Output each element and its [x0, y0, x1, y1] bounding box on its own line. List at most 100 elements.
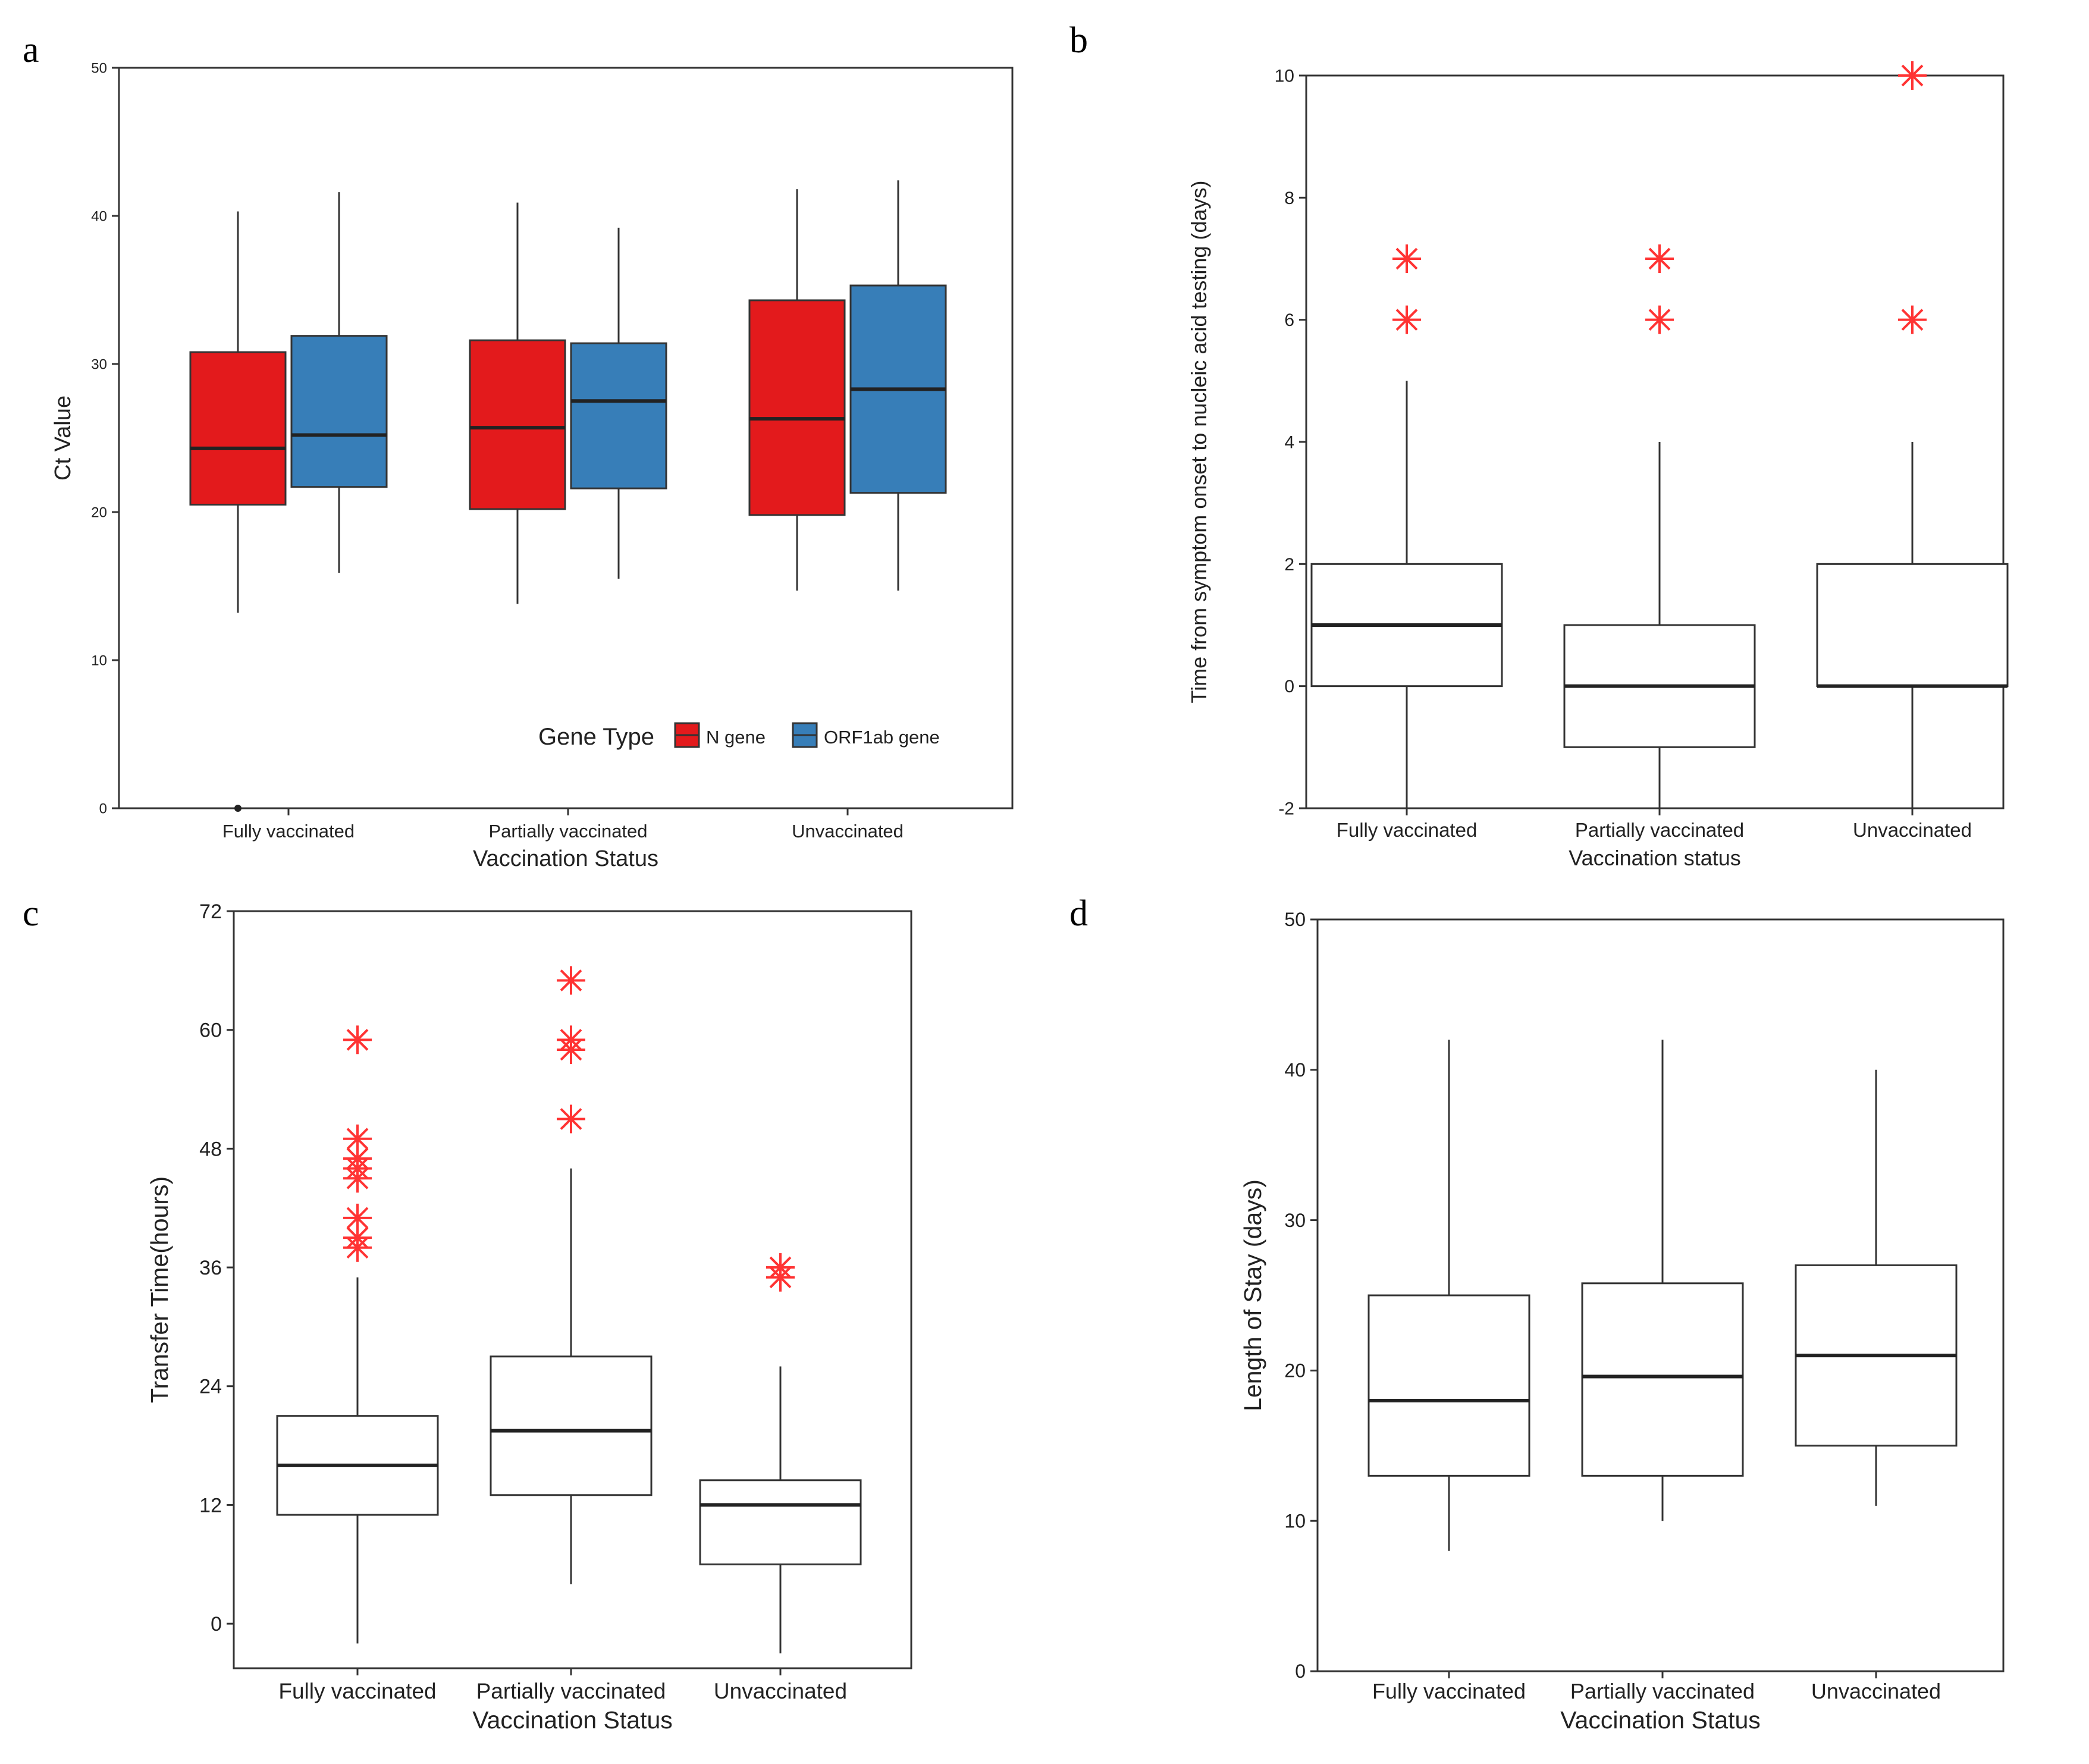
x-tick-label: Unvaccinated — [714, 1679, 847, 1703]
outlier-marker — [1898, 305, 1927, 334]
x-tick-label: Partially vaccinated — [488, 821, 647, 842]
y-tick-label: 0 — [1295, 1661, 1306, 1682]
y-tick-label: 20 — [1284, 1360, 1306, 1382]
y-tick-label: 4 — [1284, 433, 1294, 453]
y-tick-label: 24 — [199, 1376, 222, 1398]
plot-frame — [233, 910, 912, 1669]
panel-letter-c: c — [23, 893, 39, 934]
panel-d: d 0 10 20 30 40 50 Fully vaccinated Partially v… — [1069, 893, 2005, 1734]
box-3 — [1795, 1069, 1958, 1506]
y-tick-label: 6 — [1284, 310, 1294, 330]
y-axis-title: Transfer Time(hours) — [146, 1176, 173, 1403]
panel-c: c 0 12 24 36 48 60 72 Fully vaccinated Partially… — [23, 893, 912, 1734]
y-tick-label: 30 — [91, 356, 107, 372]
box-2 — [1563, 244, 1756, 808]
plot-frame — [1316, 918, 2005, 1672]
outlier-marker — [557, 966, 585, 995]
x-tick-label: Fully vaccinated — [278, 1679, 436, 1703]
box-orf1ab-gene-2 — [570, 227, 667, 579]
box-iqr — [570, 342, 667, 489]
outlier-marker-stroke — [346, 1147, 369, 1170]
box-n-gene-2 — [469, 202, 566, 604]
y-axis-title: Ct Value — [51, 396, 76, 481]
panel-letter-b: b — [1069, 20, 1088, 61]
box-iqr — [1367, 1294, 1530, 1477]
y-tick-label: 50 — [1284, 909, 1306, 930]
panel-a: a 0 10 20 30 40 50 Fully vaccinated Partially v… — [23, 30, 1014, 871]
y-tick-label: 0 — [99, 801, 107, 817]
panel-letter-a: a — [23, 30, 39, 70]
box-iqr — [748, 299, 846, 516]
x-axis-title: Vaccination Status — [473, 846, 658, 871]
y-tick-label: 8 — [1284, 189, 1294, 208]
y-axis-title: Length of Stay (days) — [1239, 1179, 1266, 1411]
x-axis-title: Vaccination Status — [1560, 1706, 1761, 1734]
panel-letter-d: d — [1069, 893, 1088, 934]
outlier-marker-stroke — [346, 1128, 369, 1150]
x-tick-label: Unvaccinated — [1853, 819, 1972, 841]
x-tick-label: Fully vaccinated — [1337, 819, 1478, 841]
outlier-marker — [766, 1253, 795, 1282]
outlier-marker-stroke — [1901, 64, 1924, 87]
y-tick-label: -2 — [1278, 799, 1294, 819]
x-tick-label: Unvaccinated — [792, 821, 904, 842]
outlier-marker-stroke — [346, 1207, 369, 1229]
y-tick-label: 40 — [1284, 1059, 1306, 1081]
box-1 — [276, 1025, 439, 1644]
box-orf1ab-gene-3 — [849, 180, 947, 591]
box-1 — [1367, 1040, 1530, 1551]
legend: Gene Type N gene ORF1ab gene — [538, 722, 940, 750]
y-tick-label: 10 — [91, 652, 107, 668]
panel-b: b -2 0 2 4 6 8 10 Fully vaccinated Partially vac… — [1069, 20, 2009, 870]
legend-label-2: ORF1ab gene — [824, 727, 940, 748]
outlier-marker — [234, 805, 241, 812]
x-tick-label: Fully vaccinated — [222, 821, 355, 842]
outlier-marker-stroke — [560, 1108, 582, 1130]
x-tick-label: Partially vaccinated — [1570, 1679, 1755, 1703]
x-tick-label: Partially vaccinated — [476, 1679, 666, 1703]
legend-label-1: N gene — [706, 727, 766, 748]
box-iqr — [290, 335, 388, 488]
outlier-marker-stroke — [1395, 309, 1418, 331]
x-tick-label: Fully vaccinated — [1372, 1679, 1526, 1703]
y-tick-label: 10 — [1284, 1510, 1306, 1531]
outlier-marker-stroke — [560, 969, 582, 991]
y-tick-label: 50 — [91, 60, 107, 76]
box-iqr — [490, 1355, 653, 1496]
box-n-gene-1 — [189, 211, 287, 812]
box-iqr — [699, 1479, 862, 1565]
outlier-marker — [343, 1203, 372, 1232]
outlier-marker — [343, 1124, 372, 1153]
x-tick-label: Partially vaccinated — [1575, 819, 1744, 841]
box-n-gene-3 — [748, 189, 846, 591]
y-tick-label: 12 — [199, 1494, 222, 1517]
y-tick-label: 36 — [199, 1257, 222, 1279]
box-iqr — [1581, 1282, 1744, 1477]
y-tick-label: 20 — [91, 504, 107, 520]
outlier-marker-stroke — [769, 1256, 792, 1279]
box-3 — [1816, 61, 2009, 808]
box-2 — [1581, 1040, 1744, 1521]
outlier-marker — [1392, 305, 1421, 334]
x-axis-title: Vaccination Status — [472, 1706, 673, 1734]
plot-frame — [118, 67, 1014, 809]
y-tick-label: 2 — [1284, 555, 1294, 575]
x-tick-label: Unvaccinated — [1811, 1679, 1941, 1703]
outlier-marker — [1645, 305, 1674, 334]
outlier-marker-stroke — [346, 1028, 369, 1051]
outlier-marker — [1898, 61, 1927, 90]
y-tick-label: 30 — [1284, 1210, 1306, 1231]
x-axis-title: Vaccination status — [1569, 846, 1741, 870]
outlier-marker — [1645, 244, 1674, 273]
outlier-marker-stroke — [560, 1028, 582, 1051]
box-iqr — [1816, 563, 2009, 688]
outlier-marker — [557, 1104, 585, 1134]
box-iqr — [189, 351, 287, 506]
y-tick-label: 0 — [211, 1613, 222, 1636]
y-tick-label: 48 — [199, 1138, 222, 1160]
y-tick-label: 60 — [199, 1019, 222, 1042]
outlier-marker-stroke — [1901, 309, 1924, 331]
box-1 — [1310, 244, 1503, 808]
y-axis-title: Time from symptom onset to nucleic acid … — [1187, 181, 1211, 704]
